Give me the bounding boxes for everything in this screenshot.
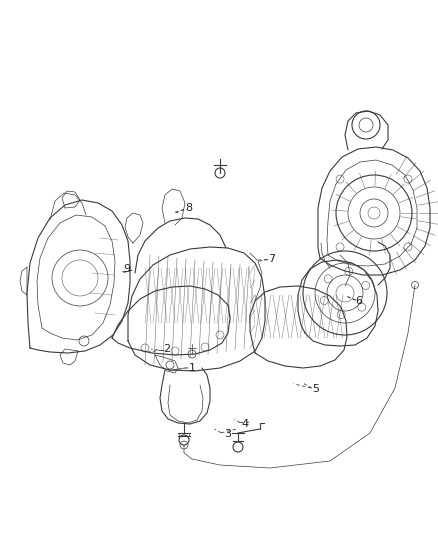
Text: 6: 6 — [356, 296, 363, 306]
Text: 2: 2 — [163, 344, 170, 354]
Text: 7: 7 — [268, 254, 275, 263]
Text: 3: 3 — [224, 430, 231, 439]
Text: 1: 1 — [189, 363, 196, 373]
Text: 9: 9 — [124, 264, 131, 274]
Text: 8: 8 — [185, 203, 192, 213]
Text: 5: 5 — [312, 384, 319, 394]
Text: 4: 4 — [242, 419, 249, 429]
